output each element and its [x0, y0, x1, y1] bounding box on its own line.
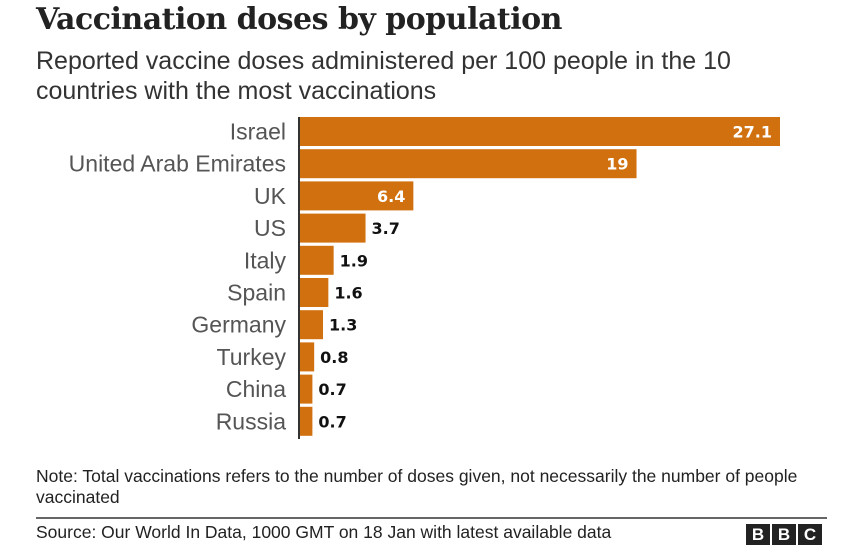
- bar-spain: [300, 278, 329, 307]
- category-label: China: [226, 376, 286, 402]
- category-label: Russia: [216, 408, 287, 434]
- footer-divider: [36, 517, 827, 519]
- value-label: 1.6: [334, 284, 362, 303]
- category-label: Germany: [191, 312, 286, 338]
- value-label: 0.7: [318, 380, 346, 399]
- value-label: 1.9: [340, 251, 368, 270]
- bbc-logo-letter: C: [798, 524, 822, 545]
- category-label: United Arab Emirates: [69, 151, 286, 177]
- category-label: UK: [254, 183, 287, 209]
- category-label: US: [254, 215, 286, 241]
- bbc-logo: B B C: [746, 524, 822, 545]
- bar-china: [300, 374, 313, 404]
- bar-italy: [300, 245, 334, 275]
- chart-title: Vaccination doses by population: [36, 2, 563, 37]
- value-label: 0.7: [318, 412, 346, 431]
- category-label: Italy: [244, 247, 287, 273]
- bar-uk: [300, 181, 414, 211]
- bar-us: [300, 213, 366, 243]
- bar-chart: Israel 27.1 United Arab Emirates 19 UK 6.4 US 3…: [69, 117, 780, 439]
- bar-turkey: [300, 342, 315, 372]
- bbc-logo-letter: B: [772, 524, 796, 545]
- bar-united-arab-emirates: [300, 149, 637, 179]
- value-label: 0.8: [320, 348, 348, 367]
- category-label: Turkey: [217, 344, 287, 370]
- value-label: 6.4: [377, 187, 405, 206]
- value-label: 19: [606, 155, 628, 174]
- category-label: Spain: [227, 280, 286, 306]
- value-label: 1.3: [329, 316, 357, 335]
- bar-russia: [300, 406, 313, 436]
- category-label: Israel: [230, 119, 286, 145]
- bar-israel: [300, 117, 780, 146]
- value-label: 27.1: [733, 123, 772, 142]
- value-label: 3.7: [372, 219, 400, 238]
- chart-source: Source: Our World In Data, 1000 GMT on 1…: [36, 522, 612, 542]
- bar-germany: [300, 310, 324, 340]
- bbc-logo-letter: B: [746, 524, 770, 545]
- chart-note: Note: Total vaccinations refers to the n…: [36, 466, 798, 507]
- chart-subtitle: Reported vaccine doses administered per …: [36, 47, 731, 105]
